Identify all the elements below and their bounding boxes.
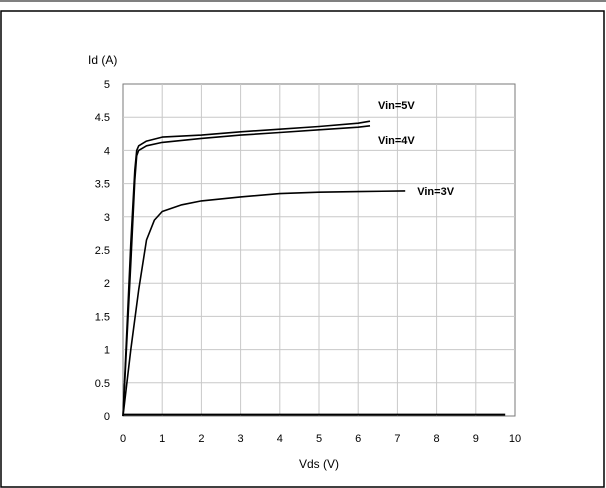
y-tick-label: 3 [104, 212, 110, 224]
x-tick-label: 6 [355, 433, 361, 445]
y-axis-label: Id (A) [88, 53, 117, 67]
series-lines [122, 120, 506, 417]
series-line-vin-4v [122, 125, 371, 417]
figure-border [0, 10, 605, 488]
series-labels: Vin=5V Vin=4V Vin=3V [378, 100, 455, 198]
y-tick-labels: 0 0.5 1 1.5 2 2.5 3 3.5 4 4.5 5 [95, 79, 110, 423]
y-tick-label: 2.5 [95, 245, 110, 257]
y-tick-label: 5 [104, 79, 110, 91]
y-tick-label: 4 [104, 145, 110, 157]
x-tick-label: 2 [198, 433, 204, 445]
series-line-vin-3v [122, 190, 406, 417]
y-tick-label: 1 [104, 345, 110, 357]
series-label: Vin=5V [378, 100, 415, 112]
x-axis-label: Vds (V) [299, 457, 339, 471]
x-tick-label: 1 [159, 433, 165, 445]
y-tick-label: 1.5 [95, 311, 110, 323]
x-tick-label: 0 [120, 433, 126, 445]
x-tick-label: 3 [238, 433, 244, 445]
x-tick-label: 10 [509, 433, 521, 445]
y-tick-label: 0 [104, 411, 110, 423]
x-tick-label: 7 [394, 433, 400, 445]
y-tick-label: 4.5 [95, 112, 110, 124]
y-tick-label: 2 [104, 278, 110, 290]
series-label: Vin=4V [378, 135, 415, 147]
y-tick-label: 0.5 [95, 378, 110, 390]
x-tick-label: 5 [316, 433, 322, 445]
x-tick-labels: 0 1 2 3 4 5 6 7 8 9 10 [120, 433, 521, 445]
grid-lines [123, 84, 515, 416]
series-label: Vin=3V [417, 186, 454, 198]
x-tick-label: 9 [473, 433, 479, 445]
x-tick-label: 4 [277, 433, 283, 445]
x-tick-label: 8 [434, 433, 440, 445]
y-tick-label: 3.5 [95, 179, 110, 191]
